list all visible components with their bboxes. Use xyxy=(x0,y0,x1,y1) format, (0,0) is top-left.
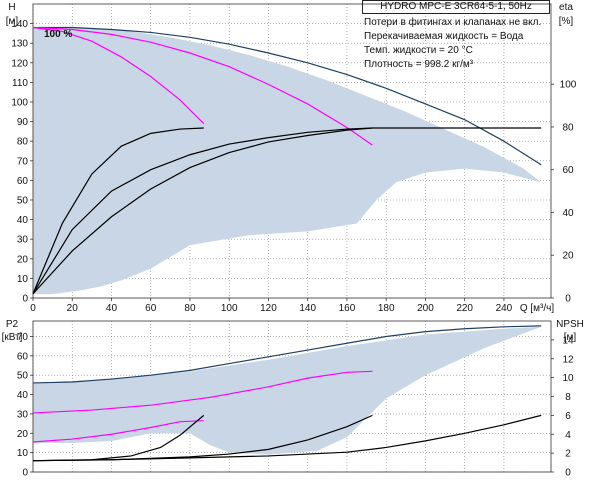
top-ylabel-right-unit: [%] xyxy=(559,16,574,27)
bottom-tick-label-right: 14 xyxy=(562,335,574,346)
top-tick-label-x: 40 xyxy=(106,303,118,314)
top-tick-label-left: 0 xyxy=(22,294,28,305)
top-tick-label-left: 120 xyxy=(11,58,28,69)
top-ylabel-left-unit: [м] xyxy=(6,16,19,27)
bottom-tick-label-right: 8 xyxy=(565,392,571,403)
bottom-tick-label-left: 10 xyxy=(17,448,29,459)
bottom-tick-label-right: 10 xyxy=(562,373,574,384)
top-series-eta_partial_2 xyxy=(32,127,204,294)
bottom-operating-envelope xyxy=(33,326,542,455)
top-plot-frame xyxy=(32,3,552,299)
top-tick-label-left: 80 xyxy=(17,137,29,148)
top-tick-label-right: 20 xyxy=(562,251,574,262)
bottom-series-NPSH_partial_2 xyxy=(32,414,205,462)
bottom-tick-label-right: 0 xyxy=(565,468,571,479)
top-tick-label-x: 140 xyxy=(299,303,316,314)
top-tick-label-left: 60 xyxy=(17,176,29,187)
top-ylabel-right-name: eta xyxy=(559,2,573,13)
bottom-tick-label-right: 12 xyxy=(562,354,574,365)
top-tick-label-left: 110 xyxy=(12,78,28,89)
top-operating-envelope xyxy=(33,27,542,295)
top-tick-label-right: 40 xyxy=(562,208,574,219)
top-tick-label-x: 0 xyxy=(30,303,36,314)
bottom-ylabel-right-name: NPSH xyxy=(556,319,584,330)
bottom-tick-label-right: 4 xyxy=(565,430,571,441)
bottom-ylabel-left-name: P2 xyxy=(6,319,19,330)
top-tick-label-left: 70 xyxy=(17,156,29,167)
bottom-tick-label-left: 40 xyxy=(17,390,29,401)
top-tick-label-left: 30 xyxy=(17,235,29,246)
top-xlabel: Q [м³/ч] xyxy=(520,303,555,314)
top-tick-label-x: 120 xyxy=(260,303,277,314)
top-series-H_max xyxy=(33,26,542,166)
top-series-H_partial_2 xyxy=(32,26,205,124)
top-tick-label-left: 130 xyxy=(11,39,28,50)
top-tick-label-left: 90 xyxy=(17,117,29,128)
top-tick-label-left: 20 xyxy=(17,254,29,265)
bottom-series-P2_max xyxy=(32,325,542,384)
bottom-tick-label-left: 70 xyxy=(17,332,29,343)
bottom-tick-label-right: 2 xyxy=(565,449,571,460)
top-tick-label-left: 140 xyxy=(11,19,28,30)
top-tick-label-x: 240 xyxy=(496,303,513,314)
top-tick-label-right: 0 xyxy=(565,294,571,305)
bottom-series-P2_partial_2 xyxy=(32,420,204,443)
top-tick-label-x: 60 xyxy=(145,303,157,314)
bottom-tick-label-right: 6 xyxy=(565,411,571,422)
top-tick-label-x: 200 xyxy=(417,303,434,314)
bottom-series-NPSH_partial_1 xyxy=(32,414,373,462)
top-tick-label-x: 80 xyxy=(184,303,196,314)
top-tick-label-right: 60 xyxy=(562,165,574,176)
top-tick-label-right: 80 xyxy=(562,122,574,133)
top-tick-label-x: 220 xyxy=(456,303,473,314)
top-tick-label-x: 100 xyxy=(221,303,238,314)
info-line-1: Потери в фитингах и клапанах не вкл. xyxy=(364,17,542,28)
top-series-H_partial_1 xyxy=(32,26,373,146)
bottom-ylabel-left-unit: [кВт] xyxy=(2,332,23,343)
top-tick-label-x: 20 xyxy=(67,303,79,314)
top-tick-label-left: 100 xyxy=(11,98,28,109)
top-series-eta_max xyxy=(32,127,542,295)
bottom-tick-label-left: 50 xyxy=(17,371,29,382)
top-tick-label-x: 160 xyxy=(339,303,356,314)
bottom-ylabel-right-unit: [м] xyxy=(564,332,577,343)
bottom-tick-label-left: 0 xyxy=(22,468,28,479)
top-ylabel-left-name: H xyxy=(8,2,15,13)
bottom-tick-label-left: 20 xyxy=(17,429,29,440)
bottom-tick-label-left: 30 xyxy=(17,409,29,420)
top-tick-label-left: 50 xyxy=(17,196,29,207)
top-tick-label-left: 10 xyxy=(17,274,29,285)
info-line-3: Темп. жидкости = 20 °C xyxy=(364,45,473,56)
chart-title: HYDRO MPC-E 3CR64-5-1, 50Hz xyxy=(380,1,532,12)
bottom-tick-label-left: 60 xyxy=(17,351,29,362)
top-series-eta_partial_1 xyxy=(32,127,373,295)
top-annotation-100-percent: 100 % xyxy=(44,29,72,40)
top-tick-label-right: 100 xyxy=(560,80,577,91)
bottom-series-P2_partial_1 xyxy=(32,370,373,414)
chart-title-box: HYDRO MPC-E 3CR64-5-1, 50Hz xyxy=(362,0,550,14)
top-tick-label-left: 40 xyxy=(17,215,29,226)
top-tick-label-x: 180 xyxy=(378,303,395,314)
info-line-4: Плотность = 998.2 кг/м³ xyxy=(364,59,474,70)
info-line-2: Перекачиваемая жидкость = Вода xyxy=(364,31,524,42)
